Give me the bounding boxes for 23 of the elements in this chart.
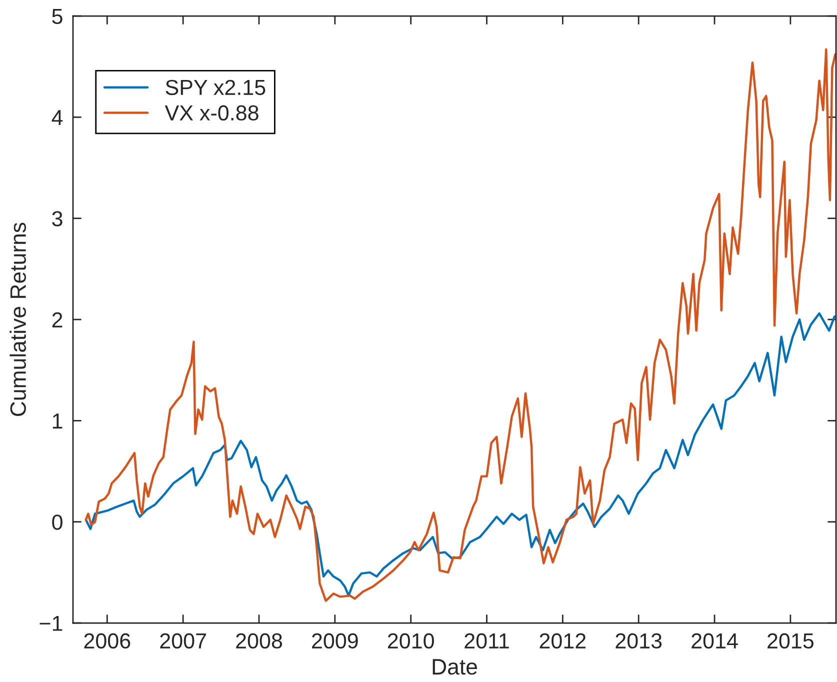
y-tick-label: 4 xyxy=(52,110,63,125)
x-tick-label: 2012 xyxy=(540,633,586,649)
line-series xyxy=(84,48,836,602)
y-tick-label: 5 xyxy=(52,9,62,24)
legend-label: SPY x2.15 xyxy=(166,80,266,96)
y-tick-label: −1 xyxy=(40,616,62,631)
x-axis-title: Date xyxy=(432,659,477,675)
x-tick-label: 2011 xyxy=(464,633,509,649)
x-tick-label: 2010 xyxy=(388,633,434,649)
x-tick-label: 2009 xyxy=(312,633,358,649)
x-tick-label: 2015 xyxy=(768,633,814,649)
y-axis-title: Cumulative Returns xyxy=(10,222,26,416)
line-series xyxy=(84,312,836,597)
x-tick-label: 2013 xyxy=(616,633,662,649)
y-tick-label: 1 xyxy=(52,414,62,428)
x-tick-label: 2006 xyxy=(84,633,130,649)
y-tick-label: 0 xyxy=(52,514,62,530)
y-tick-label: 3 xyxy=(52,211,62,226)
x-tick-label: 2007 xyxy=(160,633,206,649)
y-tick-label: 2 xyxy=(52,312,62,328)
legend-label: VX x-0.88 xyxy=(164,105,258,121)
x-tick-label: 2008 xyxy=(236,633,282,649)
x-tick-label: 2014 xyxy=(692,633,738,649)
